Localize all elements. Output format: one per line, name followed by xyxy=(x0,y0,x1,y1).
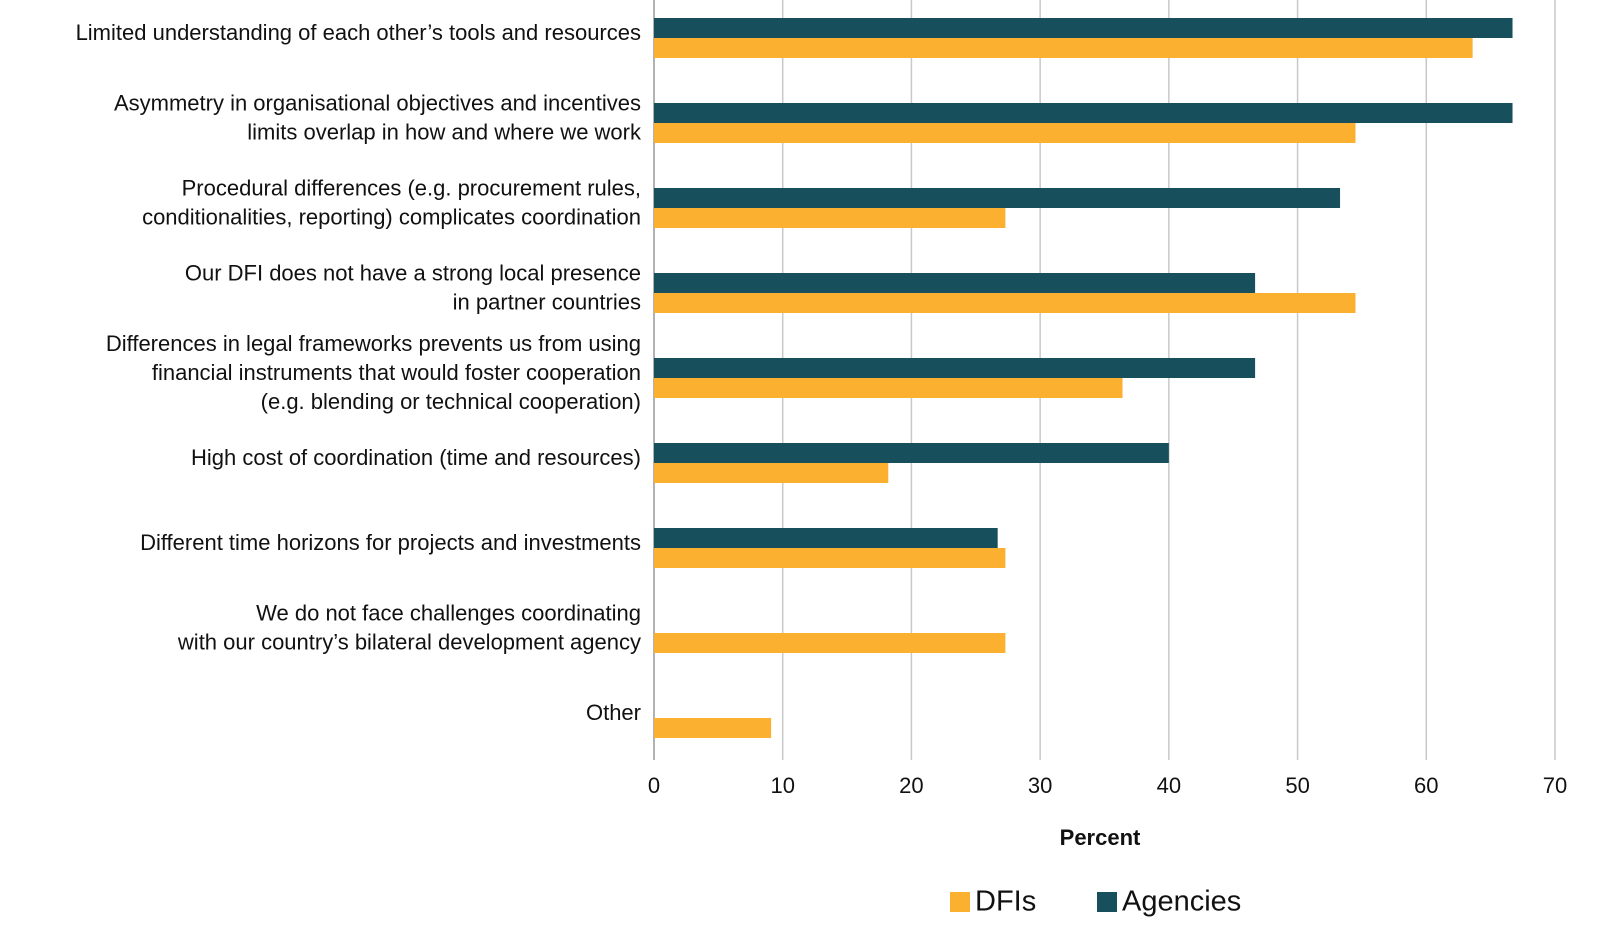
x-tick-label: 70 xyxy=(1543,773,1567,798)
bar xyxy=(654,18,1513,38)
y-tick-label: Limited understanding of each other’s to… xyxy=(76,20,641,45)
legend-swatch xyxy=(1097,892,1117,912)
bar xyxy=(654,103,1513,123)
bar xyxy=(654,273,1256,293)
y-tick-label: High cost of coordination (time and reso… xyxy=(191,445,641,470)
bar xyxy=(654,463,889,483)
bar xyxy=(654,188,1341,208)
y-tick-label: Asymmetry in organisational objectives a… xyxy=(114,90,641,115)
bar xyxy=(654,358,1256,378)
bar xyxy=(654,123,1356,143)
y-tick-label: with our country’s bilateral development… xyxy=(177,629,641,654)
legend-label: Agencies xyxy=(1122,886,1241,918)
legend-swatch xyxy=(950,892,970,912)
x-axis-title: Percent xyxy=(1060,825,1141,850)
bar xyxy=(654,378,1123,398)
bar xyxy=(654,528,998,548)
bar xyxy=(654,293,1356,313)
y-tick-label: in partner countries xyxy=(453,289,641,314)
y-tick-label: Different time horizons for projects and… xyxy=(140,530,641,555)
bar xyxy=(654,718,772,738)
legend-label: DFIs xyxy=(975,886,1036,918)
y-tick-label: Differences in legal frameworks prevents… xyxy=(106,331,641,356)
y-tick-label: We do not face challenges coordinating xyxy=(256,600,641,625)
x-tick-label: 50 xyxy=(1285,773,1309,798)
bar xyxy=(654,443,1169,463)
y-tick-label: conditionalities, reporting) complicates… xyxy=(142,204,641,229)
y-tick-label: limits overlap in how and where we work xyxy=(247,119,642,144)
y-tick-label: (e.g. blending or technical cooperation) xyxy=(261,389,641,414)
x-tick-label: 10 xyxy=(770,773,794,798)
x-tick-label: 40 xyxy=(1157,773,1181,798)
x-tick-label: 20 xyxy=(899,773,923,798)
bar xyxy=(654,38,1473,58)
bar xyxy=(654,208,1006,228)
y-tick-label: Procedural differences (e.g. procurement… xyxy=(182,175,641,200)
x-tick-label: 0 xyxy=(648,773,660,798)
x-tick-label: 60 xyxy=(1414,773,1438,798)
y-tick-label: Other xyxy=(586,700,641,725)
x-tick-label: 30 xyxy=(1028,773,1052,798)
y-tick-label: financial instruments that would foster … xyxy=(152,360,641,385)
bar xyxy=(654,633,1006,653)
bar xyxy=(654,548,1006,568)
y-tick-label: Our DFI does not have a strong local pre… xyxy=(185,260,641,285)
